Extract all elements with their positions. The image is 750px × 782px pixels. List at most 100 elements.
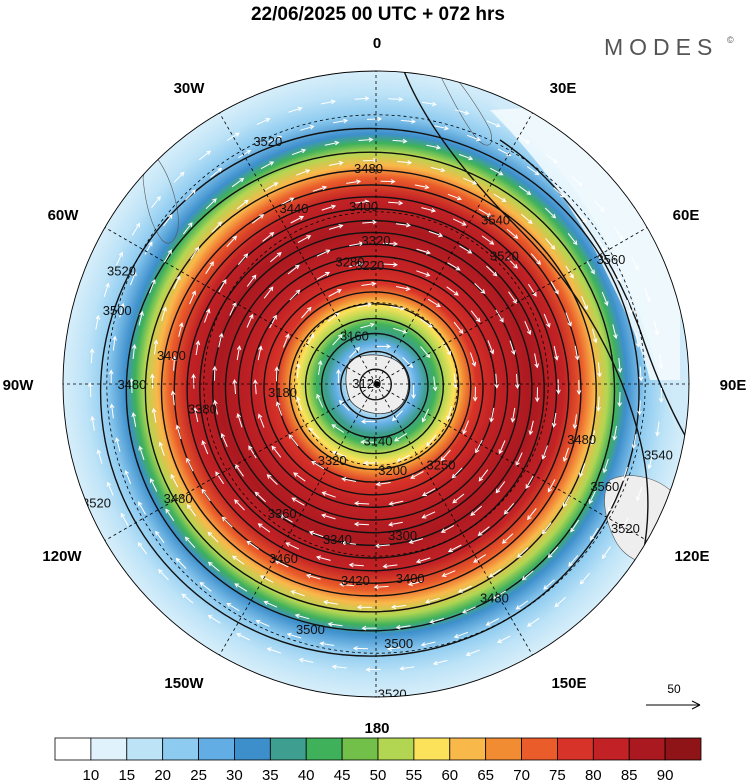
wind-vector-arrow: [380, 179, 396, 184]
contour-label: 3520: [611, 521, 640, 536]
wind-vector-arrow: [568, 554, 579, 567]
wind-vector-arrow: [191, 373, 196, 389]
wind-vector-arrow: [503, 502, 515, 515]
meridian-line: [104, 383, 377, 541]
wind-vector-arrow: [175, 424, 182, 440]
wind-vector-arrow: [498, 440, 506, 455]
wind-vector-arrow: [257, 345, 263, 361]
wind-vector-arrow: [321, 513, 336, 520]
wind-vector-arrow: [543, 579, 555, 590]
wind-vector-arrow: [279, 514, 293, 523]
wind-vector-arrow: [131, 412, 137, 427]
wind-vector-arrow: [472, 386, 478, 402]
wind-vector-arrow: [170, 473, 179, 488]
wind-vector-arrow: [291, 148, 307, 156]
wind-vector-arrow: [545, 238, 556, 250]
wind-vector-arrow: [215, 471, 225, 485]
geopotential-contour: [250, 267, 497, 509]
wind-vector-arrow: [526, 166, 540, 176]
brand-copyright-mark: ©: [727, 35, 734, 45]
wind-vector-arrow: [112, 335, 117, 351]
wind-vector-arrow: [321, 204, 337, 211]
wind-vector-arrow: [521, 570, 534, 581]
wind-vector-arrow: [163, 213, 173, 227]
contour-label: 3200: [378, 463, 407, 478]
wind-vector-arrow: [291, 497, 305, 506]
colorbar-tick-label: 80: [585, 767, 602, 782]
wind-vector-arrow: [421, 488, 436, 497]
wind-vector-arrow: [165, 508, 175, 522]
wind-vector-arrow: [295, 396, 303, 411]
wind-vector-arrow: [394, 432, 408, 442]
wind-vector-arrow: [510, 407, 516, 423]
wind-vector-arrow: [469, 352, 477, 367]
wind-vector-arrow: [265, 182, 279, 191]
wind-vector-arrow: [282, 333, 290, 348]
wind-vector-arrow: [402, 357, 414, 369]
wind-vector-arrow: [260, 161, 275, 170]
contour-label: 3520: [378, 686, 407, 701]
wind-vector-arrow: [495, 309, 504, 323]
colorbar-swatch: [341, 737, 379, 761]
colorbar-tick-label: 55: [406, 767, 423, 782]
wind-vector-arrow: [420, 318, 433, 328]
map-title: 22/06/2025 00 UTC + 072 hrs: [251, 4, 505, 25]
wind-vector-arrow: [171, 355, 177, 371]
wind-vector-arrow: [421, 207, 436, 213]
wind-vector-arrow: [658, 387, 664, 403]
wind-vector-arrow: [518, 185, 532, 196]
wind-vector-arrow: [447, 262, 461, 271]
wind-vector-arrow: [349, 346, 361, 358]
wind-vector-arrow: [382, 262, 398, 267]
geopotential-contour: [224, 243, 521, 534]
lat-lon-grid: [63, 71, 689, 697]
wind-vector-arrow: [274, 560, 289, 568]
wind-vector-arrow: [534, 387, 540, 403]
wind-vector-arrow: [547, 479, 556, 493]
wind-vector-arrow: [453, 631, 469, 639]
wind-vector-arrow: [361, 281, 377, 287]
wind-vector-arrow: [658, 354, 664, 370]
wind-vector-arrow: [109, 403, 115, 419]
wind-vector-arrow: [360, 419, 376, 424]
wind-vector-arrow: [614, 227, 624, 241]
contour-label: 3300: [388, 528, 417, 543]
wind-vector-arrow: [186, 504, 197, 517]
wind-vector-arrow: [305, 573, 321, 580]
colorbar-tick-label: 25: [190, 767, 207, 782]
wind-vector-arrow: [316, 555, 331, 561]
wind-vector-arrow: [328, 224, 344, 230]
wind-vector-arrow: [285, 542, 300, 550]
wind-vector-arrow: [644, 288, 651, 303]
wind-vector-arrow: [155, 530, 165, 544]
wind-vector-arrow: [572, 414, 578, 430]
wind-vector-arrow: [462, 420, 470, 435]
reference-vector-label: 50: [667, 682, 681, 696]
wind-vector-arrow: [554, 596, 567, 608]
wind-vector-arrow: [395, 624, 411, 630]
wind-vector-arrow: [391, 604, 407, 610]
wind-vector-arrow: [274, 366, 280, 382]
wind-vector-arrow: [488, 568, 502, 578]
geopotential-contour: [237, 255, 509, 521]
colorbar-swatch: [592, 737, 630, 761]
wind-vector-arrow: [454, 109, 470, 115]
wind-vector-arrow: [232, 378, 238, 395]
wind-vector-arrow: [226, 602, 240, 612]
wind-vector-arrow: [621, 517, 629, 532]
wind-vector-arrow: [115, 251, 123, 266]
wind-vector-arrow: [262, 232, 275, 242]
wind-vector-arrow: [416, 248, 431, 255]
wind-vector-arrow: [212, 365, 218, 381]
wind-vector-arrow: [422, 101, 437, 107]
colorbar-swatch: [485, 737, 522, 761]
contour-label: 3520: [253, 134, 282, 149]
wind-vector-arrow: [175, 557, 187, 569]
colorbar-tick-label: 10: [83, 767, 100, 782]
wind-vector-arrow: [181, 593, 194, 604]
wind-vector-arrow: [331, 424, 345, 433]
contour-label: 3480: [117, 377, 146, 392]
wind-vector-arrow: [201, 440, 209, 455]
wind-vector-arrow: [236, 345, 242, 361]
